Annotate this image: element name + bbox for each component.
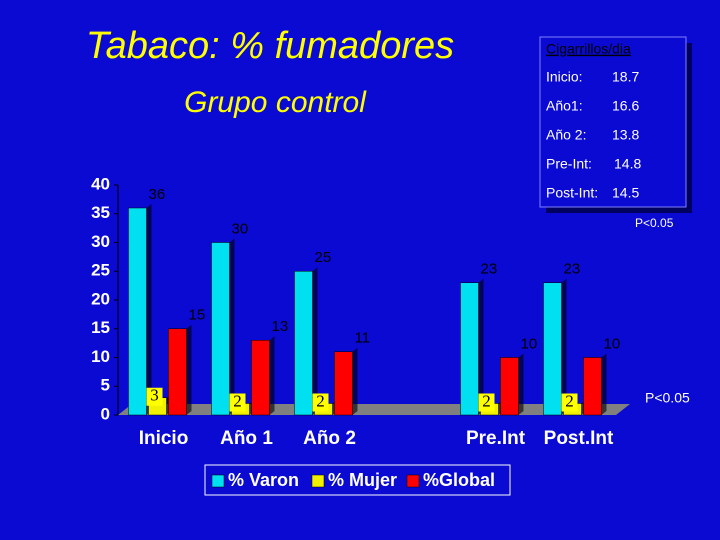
legend-label: % Mujer (328, 470, 397, 490)
data-label: 2 (233, 391, 242, 410)
bar-side (186, 324, 192, 415)
bar-side (518, 353, 524, 415)
x-tick-label: Post.Int (544, 428, 614, 449)
bar (251, 340, 270, 416)
y-tick-label: 10 (91, 347, 110, 366)
bar-side (561, 278, 567, 415)
legend-swatch (311, 474, 325, 488)
bar (294, 271, 313, 416)
data-label: 3 (150, 386, 159, 405)
data-label: 23 (481, 261, 498, 278)
y-tick-label: 40 (91, 174, 110, 193)
data-label: 10 (521, 335, 538, 352)
data-label-bg (229, 393, 246, 412)
y-tick-label: 25 (91, 261, 110, 280)
legend-swatch (406, 474, 420, 488)
y-tick-label: 5 (101, 376, 110, 395)
chart-title: Tabaco: % fumadores (86, 25, 454, 67)
data-label: 13 (272, 318, 289, 335)
bar-side (601, 353, 607, 415)
data-label: 30 (232, 220, 249, 237)
info-value: 18.7 (612, 69, 639, 85)
data-label: 36 (149, 186, 166, 203)
bar-side (312, 267, 318, 415)
info-label: Año1: (546, 98, 583, 114)
data-label: 15 (189, 307, 206, 324)
bar-side (352, 347, 358, 415)
bar (168, 328, 187, 416)
data-label: 25 (315, 249, 332, 266)
legend (204, 464, 511, 496)
bar-side (146, 204, 152, 415)
legend-swatch (211, 474, 225, 488)
info-value: 14.5 (612, 185, 639, 201)
data-label-bg (561, 393, 578, 412)
y-tick-label: 0 (101, 404, 110, 423)
bar (543, 282, 562, 416)
data-label-bg (478, 393, 495, 412)
legend-label: %Global (423, 470, 495, 490)
y-tick-label: 20 (91, 289, 110, 308)
data-label: 2 (565, 391, 574, 410)
annotation: P<0.05 (635, 216, 674, 230)
bar (500, 357, 519, 416)
info-label: Año 2: (546, 127, 586, 143)
info-box-title: Cigarrillos/dia (546, 41, 631, 57)
bar (460, 282, 479, 416)
data-label: 11 (355, 330, 371, 347)
info-value: 14.8 (614, 156, 641, 172)
data-label: 2 (316, 391, 325, 410)
bar-side (229, 238, 235, 415)
legend-label: % Varon (228, 470, 299, 490)
bar-side (269, 336, 275, 415)
data-label: 10 (604, 335, 621, 352)
x-tick-label: Año 2 (303, 428, 356, 449)
info-label: Pre-Int: (546, 156, 592, 172)
x-tick-label: Inicio (139, 428, 189, 449)
bar (128, 207, 147, 416)
bar (583, 357, 602, 416)
info-label: Post-Int: (546, 185, 598, 201)
chart-subtitle: Grupo control (184, 86, 367, 119)
info-label: Inicio: (546, 69, 583, 85)
annotation: P<0.05 (645, 390, 690, 406)
y-tick-label: 15 (91, 318, 110, 337)
info-box (539, 36, 687, 208)
data-label-bg (312, 393, 329, 412)
data-label: 23 (564, 261, 581, 278)
bar-side (478, 278, 484, 415)
bar (211, 242, 230, 416)
x-tick-label: Año 1 (220, 428, 273, 449)
data-label: 2 (482, 391, 491, 410)
y-tick-label: 35 (91, 203, 110, 222)
data-label-bg (146, 387, 163, 406)
info-value: 16.6 (612, 98, 639, 114)
x-tick-label: Pre.Int (466, 428, 526, 449)
info-value: 13.8 (612, 127, 639, 143)
y-tick-label: 30 (91, 232, 110, 251)
bar (334, 351, 353, 416)
